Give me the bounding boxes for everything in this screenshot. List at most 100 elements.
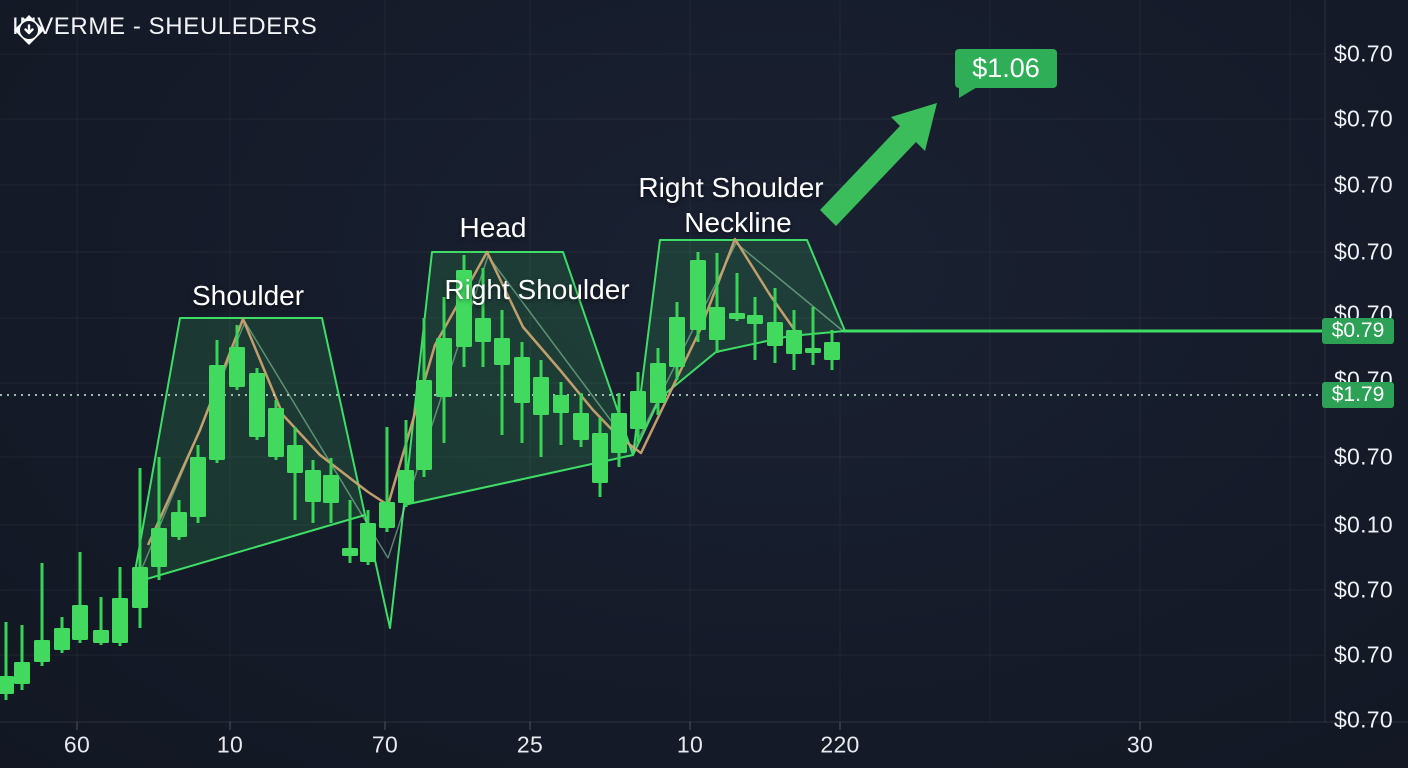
breakout-arrow-icon	[820, 103, 937, 226]
candlestick	[323, 458, 339, 523]
candle-body	[669, 317, 685, 367]
label-neckline: Neckline	[684, 207, 792, 238]
price-tag-179: $1.79	[1322, 382, 1394, 408]
candle-body	[379, 502, 395, 528]
candlestick	[305, 460, 321, 523]
candle-body	[132, 567, 148, 608]
x-axis-label: 60	[63, 731, 91, 758]
candle-body	[190, 457, 206, 517]
right-shoulder-zone	[632, 239, 846, 456]
candle-body	[34, 640, 50, 662]
candle-body	[112, 598, 128, 643]
chart-title: INVERME - SHEULEDERS	[12, 13, 318, 40]
candlestick	[553, 382, 569, 445]
candlestick	[592, 418, 608, 497]
candle-body	[93, 630, 109, 643]
candlestick	[398, 420, 414, 507]
y-axis-label: $0.70	[1333, 443, 1393, 470]
candle-body	[475, 318, 491, 342]
y-axis-label: $0.70	[1333, 171, 1393, 198]
candlestick	[573, 393, 589, 447]
x-axis-label: 220	[820, 731, 860, 758]
candle-body	[630, 391, 646, 429]
candlestick	[54, 617, 70, 653]
candlestick	[112, 567, 128, 646]
candle-body	[249, 373, 265, 437]
candlestick	[379, 427, 395, 532]
candle-body	[729, 313, 745, 319]
candle-body	[553, 395, 569, 413]
candlestick	[767, 288, 783, 363]
candle-body	[305, 470, 321, 502]
candle-body	[456, 270, 472, 347]
x-axis-label: 70	[371, 731, 399, 758]
candlestick	[171, 500, 187, 540]
label-right-shoulder-top: Right Shoulder	[638, 172, 824, 203]
candlestick	[456, 255, 472, 367]
candle-body	[268, 408, 284, 457]
x-axis-label: 30	[1126, 731, 1154, 758]
label-shoulder: Shoulder	[191, 280, 305, 311]
candlestick	[611, 393, 627, 467]
y-axis-label: $0.70	[1333, 641, 1393, 668]
arrow-down-diamond-icon	[14, 15, 44, 45]
y-axis-label: $0.70	[1333, 576, 1393, 603]
candlestick	[709, 253, 725, 353]
candlestick	[650, 348, 666, 415]
candlestick	[514, 342, 530, 443]
candlestick	[0, 622, 14, 700]
candlestick	[72, 552, 88, 643]
candlestick	[747, 297, 763, 360]
x-axis-label: 10	[676, 731, 704, 758]
price-target-callout: $1.06	[955, 49, 1057, 98]
candlestick	[342, 500, 358, 563]
candlestick	[132, 468, 148, 628]
candle-body	[342, 548, 358, 556]
label-head: Head	[459, 212, 527, 243]
candle-body	[650, 363, 666, 403]
candle-body	[398, 470, 414, 503]
candle-body	[592, 433, 608, 483]
candle-body	[229, 347, 245, 387]
candle-body	[171, 512, 187, 537]
candle-body	[287, 445, 303, 473]
candlestick	[475, 268, 491, 367]
candle-body	[573, 413, 589, 440]
candle-body	[494, 338, 510, 365]
candlestick	[229, 325, 245, 390]
candlestick	[209, 340, 225, 463]
candle-body	[611, 413, 627, 453]
y-axis-label: $0.70	[1333, 706, 1393, 733]
left-shoulder-zone	[132, 317, 366, 584]
candlestick	[805, 307, 821, 365]
candle-body	[0, 676, 14, 694]
chart-header: INVERME - SHEULEDERS	[12, 13, 318, 45]
candlestick	[151, 457, 167, 580]
candle-body	[786, 330, 802, 354]
candlestick	[786, 310, 802, 370]
candle-body	[824, 342, 840, 360]
candle-body	[805, 348, 821, 353]
candlestick	[494, 310, 510, 435]
candlestick	[824, 330, 840, 370]
candlestick	[14, 625, 30, 690]
candle-body	[323, 475, 339, 503]
y-axis-label: $0.70	[1333, 238, 1393, 265]
candle-body	[151, 528, 167, 567]
candle-body	[747, 315, 763, 324]
y-axis-label: $0.70	[1333, 40, 1393, 67]
candle-body	[14, 662, 30, 684]
candlestick	[249, 368, 265, 440]
candle-body	[72, 605, 88, 640]
y-axis-label: $0.70	[1333, 105, 1393, 132]
x-axis-label: 25	[516, 731, 544, 758]
candlestick	[268, 400, 284, 460]
candlestick	[436, 297, 452, 443]
candle-body	[533, 377, 549, 415]
candlestick	[190, 445, 206, 523]
candle-body	[54, 628, 70, 650]
candlestick	[669, 302, 685, 380]
candlestick	[93, 597, 109, 645]
x-axis-label: 10	[216, 731, 244, 758]
